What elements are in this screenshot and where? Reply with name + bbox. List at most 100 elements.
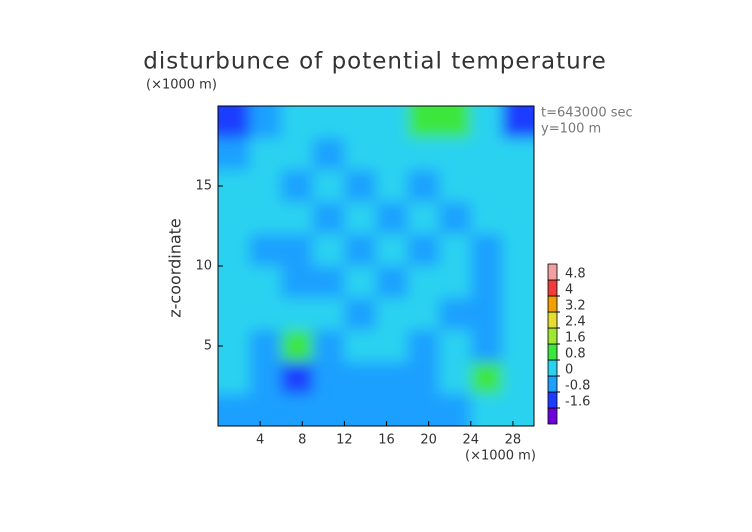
colorbar-box [547,295,558,313]
field-cell [470,330,504,363]
field-cell [344,138,377,171]
field-cell [312,234,346,267]
field-cell [281,234,314,267]
field-cell [376,106,409,139]
field-cell [376,234,409,267]
colorbar-label: 4.8 [565,267,586,282]
field-cell [470,138,504,171]
field-cell [281,170,314,203]
field-cell [249,298,283,331]
x-tick-label: 24 [463,433,480,448]
field-cell [344,362,377,395]
field-cell [281,266,314,299]
field-cell [376,266,409,299]
field-cell [376,170,409,203]
colorbar-label: -1.6 [565,395,590,410]
field-cell [312,202,346,235]
field-cell [470,202,504,235]
field-cell [439,298,472,331]
field-cell [281,362,314,395]
field-cell [407,138,441,171]
field-cell [439,330,472,363]
field-cell [344,170,377,203]
field-cell [312,138,346,171]
colorbar-box [547,407,558,425]
field-cell [218,234,251,267]
annotation: t=643000 sec [541,106,633,121]
field-cell [312,394,346,426]
field-cell [281,106,314,139]
field-cell [502,138,534,171]
field-cell [439,202,472,235]
field-cell [439,106,472,139]
field-cell [407,106,441,139]
colorbar-box [547,327,558,345]
x-tick-label: 4 [256,433,264,448]
colorbar-box [547,311,558,329]
field-cell [502,170,534,203]
field-cell [470,234,504,267]
field-cell [218,202,251,235]
field-cell [344,298,377,331]
field-cell [407,266,441,299]
colorbar-label: 2.4 [565,315,586,330]
field-cell [407,330,441,363]
x-tick-label: 12 [336,433,353,448]
field-cell [281,138,314,171]
field-cell [376,330,409,363]
x-tick-label: 28 [505,433,522,448]
field-cell [439,394,472,426]
colorbar-label: 4 [565,283,573,298]
field-cell [502,234,534,267]
field-cell [376,298,409,331]
field-cell [470,170,504,203]
field-cell [502,298,534,331]
field-cell [407,202,441,235]
field-cell [344,394,377,426]
colorbar-box [547,279,558,297]
field-cell [218,394,251,426]
y-axis-label: z-coordinate [166,218,185,318]
field-cell [249,202,283,235]
x-unit: (×1000 m) [465,449,536,464]
field-cell [218,106,251,139]
field-cell [439,138,472,171]
colorbar-box [547,263,558,281]
field-cell [249,234,283,267]
field-cell [249,362,283,395]
field-cell [344,234,377,267]
colorbar-label: 1.6 [565,331,586,346]
field-cell [344,266,377,299]
colorbar-label: 0 [565,363,573,378]
field-cell [502,362,534,395]
y-tick-label: 10 [195,259,212,274]
field-cell [376,202,409,235]
field-cell [249,266,283,299]
field-cell [439,234,472,267]
x-tick-label: 16 [378,433,395,448]
field-cell [439,266,472,299]
field-cell [407,298,441,331]
field-cell [470,298,504,331]
field-cell [218,298,251,331]
field-cell [312,170,346,203]
colorbar-box [547,375,558,393]
colorbar-box [547,359,558,377]
field-cell [218,266,251,299]
field-cell [249,170,283,203]
field-cell [281,394,314,426]
field-cell [312,362,346,395]
field-cell [218,170,251,203]
field-cell [344,202,377,235]
field-cell [502,266,534,299]
field-cell [249,138,283,171]
field-cell [407,362,441,395]
field-cell [218,138,251,171]
field-cell [439,362,472,395]
field-cell [249,394,283,426]
x-tick-label: 8 [298,433,306,448]
chart-title: disturbunce of potential temperature [143,49,607,75]
field-cell [502,202,534,235]
y-tick-label: 5 [204,339,212,354]
field-cell [312,330,346,363]
